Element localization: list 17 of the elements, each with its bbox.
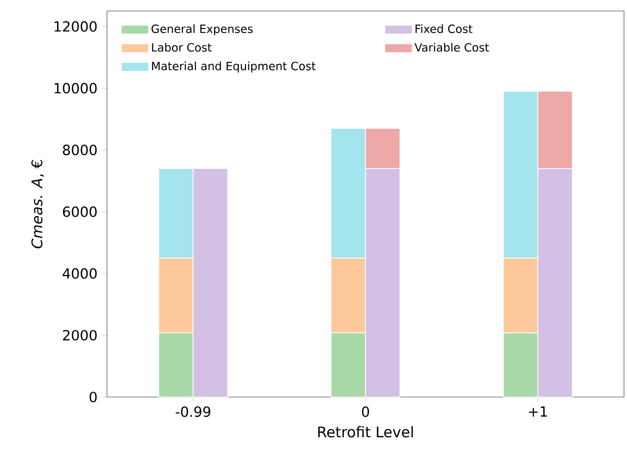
y-tick-label: 4000 (62, 268, 97, 279)
y-tick-label: 0 (90, 392, 97, 402)
legend-label: General Expenses (152, 24, 253, 36)
legend-label: Labor Cost (152, 42, 212, 52)
x-tick-label: 0 (362, 406, 370, 417)
legend-label: Variable Cost (414, 42, 489, 52)
legend-label: Material and Equipment Cost (152, 62, 316, 73)
y-tick-label: 8000 (62, 144, 97, 156)
y-tick-label: 6000 (62, 206, 97, 217)
legend-label: Fixed Cost (416, 24, 472, 34)
x-axis-title: Retrofit Level (318, 426, 413, 438)
x-tick-label: +1 (529, 406, 547, 417)
x-tick-label: -0.99 (176, 406, 210, 417)
y-tick-label: 12000 (54, 21, 97, 32)
y-tick-label: 2000 (63, 330, 97, 341)
y-tick-label: 10000 (54, 82, 97, 94)
y-axis-title: Cmeas. A, € (31, 160, 44, 248)
